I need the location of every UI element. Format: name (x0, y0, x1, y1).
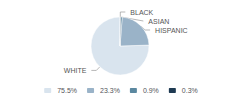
svg-text:HISPANIC: HISPANIC (155, 27, 188, 34)
svg-text:WHITE: WHITE (64, 67, 87, 74)
svg-text:BLACK: BLACK (130, 9, 153, 16)
svg-text:0.9%: 0.9% (143, 87, 159, 94)
svg-text:75.5%: 75.5% (57, 87, 77, 94)
svg-text:ASIAN: ASIAN (148, 18, 169, 25)
svg-text:23.3%: 23.3% (100, 87, 120, 94)
svg-text:0.3%: 0.3% (182, 87, 198, 94)
